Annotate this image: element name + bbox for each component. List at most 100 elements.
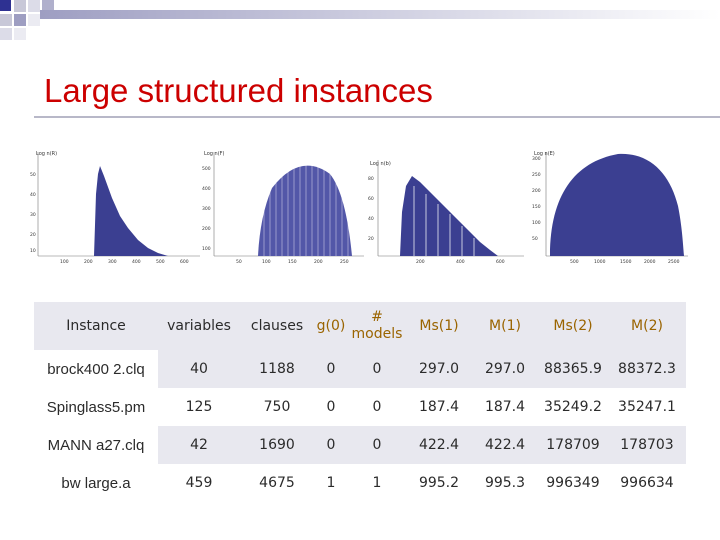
x-tick: 1000 xyxy=(594,259,606,265)
y-tick: 60 xyxy=(368,196,374,202)
cell-m2: 35247.1 xyxy=(618,399,676,415)
x-tick: 50 xyxy=(236,259,242,265)
plot-ylabel: Log n(E) xyxy=(534,151,555,157)
x-tick: 500 xyxy=(570,259,579,265)
cell-clauses: 750 xyxy=(263,399,291,415)
cell-ms1: 297.0 xyxy=(406,350,472,388)
cell-models: 1 xyxy=(372,475,382,491)
x-tick: 600 xyxy=(180,259,189,265)
y-tick: 400 xyxy=(202,186,211,192)
cell-instance: brock400 2.clq xyxy=(47,360,145,378)
table-row: brock400 2.clq 40 1188 0 0 297.0 297.0 8… xyxy=(34,350,686,388)
x-tick: 200 xyxy=(416,259,425,265)
header-clauses: clauses xyxy=(240,302,314,350)
header-models-label: models xyxy=(351,326,403,342)
x-tick: 300 xyxy=(108,259,117,265)
cell-clauses: 1690 xyxy=(240,426,314,464)
header-ms2: Ms(2) xyxy=(538,302,608,350)
header-models: # models xyxy=(348,302,406,350)
x-tick: 200 xyxy=(314,259,323,265)
cell-ms2: 178709 xyxy=(538,426,608,464)
table-row: Spinglass5.pm 125 750 0 0 187.4 187.4 35… xyxy=(34,388,686,426)
cell-ms2: 996349 xyxy=(546,475,600,491)
cell-m2: 88372.3 xyxy=(608,350,686,388)
plot-area xyxy=(550,153,684,256)
table-header-row: Instance variables clauses g(0) # models… xyxy=(34,302,686,350)
cell-instance: MANN a27.clq xyxy=(47,436,145,454)
x-tick: 150 xyxy=(288,259,297,265)
x-tick: 200 xyxy=(84,259,93,265)
plot-1: Log n(R) 50 40 30 20 10 100 200 300 400 … xyxy=(28,146,202,268)
y-tick: 100 xyxy=(532,220,541,226)
y-tick: 50 xyxy=(532,236,538,242)
y-tick: 200 xyxy=(202,226,211,232)
cell-models: 0 xyxy=(348,350,406,388)
cell-instance: Spinglass5.pm xyxy=(46,398,146,416)
y-tick: 300 xyxy=(532,156,541,162)
y-tick: 30 xyxy=(30,212,36,218)
y-tick: 10 xyxy=(30,248,36,254)
x-tick: 1500 xyxy=(620,259,632,265)
y-tick: 80 xyxy=(368,176,374,182)
header-m2: M(2) xyxy=(608,302,686,350)
table-row: MANN a27.clq 42 1690 0 0 422.4 422.4 178… xyxy=(34,426,686,464)
y-tick: 40 xyxy=(368,216,374,222)
plot-ylabel: Log n(R) xyxy=(36,151,57,157)
y-tick: 300 xyxy=(202,206,211,212)
cell-variables: 459 xyxy=(185,475,213,491)
plot-area xyxy=(400,176,498,256)
cell-clauses: 4675 xyxy=(259,475,295,491)
results-table: Instance variables clauses g(0) # models… xyxy=(34,302,686,502)
header-g0: g(0) xyxy=(314,302,348,350)
header-ms1: Ms(1) xyxy=(406,302,472,350)
x-tick: 400 xyxy=(456,259,465,265)
y-tick: 20 xyxy=(368,236,374,242)
cell-ms2: 35249.2 xyxy=(544,399,602,415)
cell-m1: 422.4 xyxy=(472,426,538,464)
x-tick: 100 xyxy=(60,259,69,265)
plot-ylabel: Log n(b) xyxy=(370,161,391,167)
y-tick: 50 xyxy=(30,172,36,178)
cell-m1: 297.0 xyxy=(472,350,538,388)
cell-g0: 1 xyxy=(326,475,336,491)
cell-g0: 0 xyxy=(314,350,348,388)
cell-g0: 0 xyxy=(326,399,336,415)
x-tick: 100 xyxy=(262,259,271,265)
title-divider xyxy=(34,116,720,118)
x-tick: 500 xyxy=(156,259,165,265)
cell-ms1: 187.4 xyxy=(418,399,460,415)
cell-ms1: 422.4 xyxy=(406,426,472,464)
x-tick: 250 xyxy=(340,259,349,265)
cell-instance: bw large.a xyxy=(61,474,131,492)
slide-title: Large structured instances xyxy=(44,72,433,109)
table-row: bw large.a 459 4675 1 1 995.2 995.3 9963… xyxy=(34,464,686,502)
cell-clauses: 1188 xyxy=(240,350,314,388)
plot-4: Log n(E) 300 250 200 150 100 50 500 1000… xyxy=(530,146,690,268)
header-variables: variables xyxy=(158,302,240,350)
plot-2: Log n(F) 500 400 300 200 100 50 100 150 … xyxy=(200,146,365,268)
header-m1: M(1) xyxy=(472,302,538,350)
cell-variables: 125 xyxy=(185,399,213,415)
y-tick: 150 xyxy=(532,204,541,210)
cell-m2: 996634 xyxy=(620,475,674,491)
cell-m1: 187.4 xyxy=(484,399,526,415)
x-tick: 2000 xyxy=(644,259,656,265)
cell-variables: 40 xyxy=(158,350,240,388)
y-tick: 500 xyxy=(202,166,211,172)
y-tick: 200 xyxy=(532,188,541,194)
cell-g0: 0 xyxy=(314,426,348,464)
cell-m1: 995.3 xyxy=(484,475,526,491)
cell-ms2: 88365.9 xyxy=(538,350,608,388)
cell-m2: 178703 xyxy=(608,426,686,464)
y-tick: 40 xyxy=(30,192,36,198)
x-tick: 400 xyxy=(132,259,141,265)
plot-3: Log n(b) 80 60 40 20 200 400 600 xyxy=(366,146,526,268)
cell-models: 0 xyxy=(348,426,406,464)
plot-area xyxy=(94,166,168,256)
cell-ms1: 995.2 xyxy=(418,475,460,491)
cell-models: 0 xyxy=(372,399,382,415)
plot-area xyxy=(258,165,352,256)
y-tick: 20 xyxy=(30,232,36,238)
cell-variables: 42 xyxy=(158,426,240,464)
header-instance: Instance xyxy=(34,302,158,350)
